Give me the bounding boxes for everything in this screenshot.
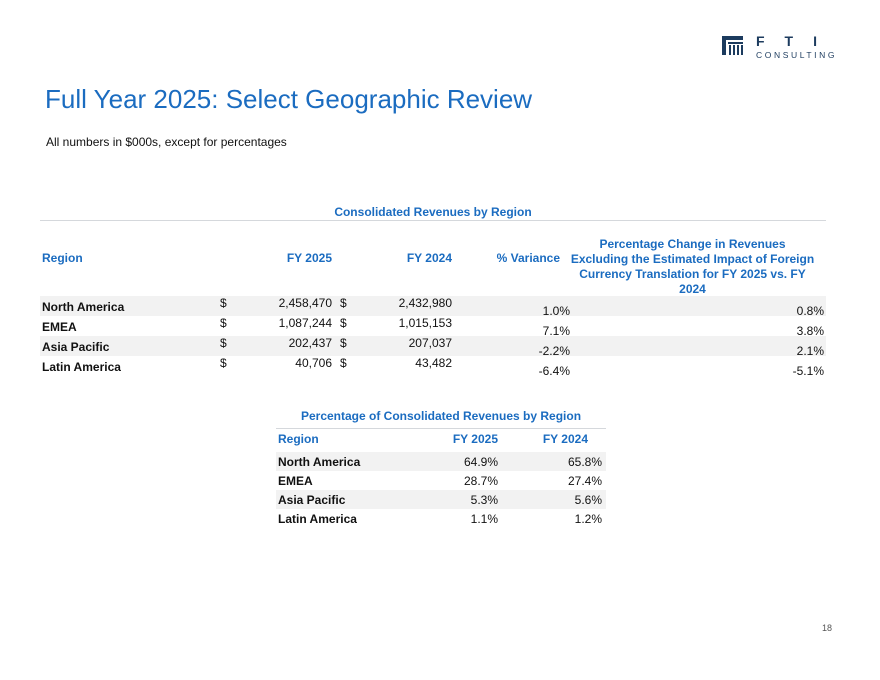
svg-text:FTI: FTI: [756, 33, 837, 49]
page-title: Full Year 2025: Select Geographic Review: [45, 84, 533, 114]
table1-cell-region: North America: [42, 300, 125, 314]
table2-cell-fy2025: 28.7%: [463, 474, 498, 488]
table1-cell-cur2: $: [340, 356, 347, 370]
table1-cell-fy2024: 1,015,153: [398, 316, 452, 330]
table1-divider: [40, 220, 826, 221]
table1-cell-fx: 2.1%: [796, 344, 824, 358]
table1-row: Latin America $40,706 $43,482 -6.4% -5.1%: [40, 356, 826, 378]
table1-cell-cur: $: [220, 356, 227, 370]
table1-header-region: Region: [42, 251, 83, 265]
table1-cell-variance: -6.4%: [538, 364, 570, 378]
table2-cell-region: EMEA: [278, 474, 313, 488]
table2-cell-fy2024: 1.2%: [574, 512, 602, 526]
table2-header-fy2024: FY 2024: [542, 432, 588, 446]
table1-header-variance: % Variance: [496, 251, 560, 265]
table2-divider: [276, 428, 606, 429]
table2-cell-region: Asia Pacific: [278, 493, 346, 507]
table1-cell-fx: -5.1%: [792, 364, 824, 378]
table1-cell-cur: $: [220, 336, 227, 350]
table1-cell-fx: 0.8%: [796, 304, 824, 318]
table1-cell-variance: 7.1%: [542, 324, 570, 338]
table2-title: Percentage of Consolidated Revenues by R…: [300, 409, 582, 423]
table2-row: North America 64.9% 65.8%: [276, 452, 606, 471]
table2-cell-fy2025: 1.1%: [470, 512, 498, 526]
table1-cell-fy2025: 202,437: [288, 336, 332, 350]
table1-header-fy2025: FY 2025: [286, 251, 332, 265]
table1-cell-region: Latin America: [42, 360, 121, 374]
table2-header-region: Region: [278, 432, 319, 446]
table1-cell-fy2024: 43,482: [415, 356, 452, 370]
table2-cell-fy2024: 65.8%: [567, 455, 602, 469]
page-number: 18: [822, 623, 833, 633]
table2-row: EMEA 28.7% 27.4%: [276, 471, 606, 490]
table1-row: EMEA $1,087,244 $1,015,153 7.1% 3.8%: [40, 316, 826, 338]
table1-header-fy2024: FY 2024: [406, 251, 452, 265]
table1-row: Asia Pacific $202,437 $207,037 -2.2% 2.1%: [40, 336, 826, 358]
table1-cell-cur: $: [220, 296, 227, 310]
table1-title: Consolidated Revenues by Region: [334, 205, 532, 219]
table1-header-fx: Percentage Change in Revenues Excluding …: [570, 237, 815, 296]
table2-cell-region: North America: [278, 455, 361, 469]
table2-cell-fy2024: 5.6%: [574, 493, 602, 507]
table1-cell-region: EMEA: [42, 320, 77, 334]
table1-cell-variance: -2.2%: [538, 344, 570, 358]
table1-cell-fy2025: 40,706: [295, 356, 332, 370]
table2-cell-fy2024: 27.4%: [567, 474, 602, 488]
table2-row: Asia Pacific 5.3% 5.6%: [276, 490, 606, 509]
table2-cell-region: Latin America: [278, 512, 357, 526]
table1-cell-fy2025: 2,458,470: [278, 296, 332, 310]
table1-row: North America $2,458,470 $2,432,980 1.0% 0.8…: [40, 296, 826, 318]
table1-cell-fy2025: 1,087,244: [278, 316, 332, 330]
table1-cell-cur2: $: [340, 336, 347, 350]
table1-cell-variance: 1.0%: [542, 304, 570, 318]
table2-row: Latin America 1.1% 1.2%: [276, 509, 606, 528]
table2-cell-fy2025: 5.3%: [470, 493, 498, 507]
table1-cell-cur2: $: [340, 316, 347, 330]
subtitle: All numbers in $000s, except for percent…: [46, 135, 287, 149]
table1-cell-fy2024: 207,037: [408, 336, 452, 350]
table2-cell-fy2025: 64.9%: [463, 455, 498, 469]
table1-cell-cur2: $: [340, 296, 347, 310]
fti-consulting-logo: FTI CONSULTING: [722, 33, 842, 63]
table1-cell-fx: 3.8%: [796, 324, 824, 338]
table1-cell-region: Asia Pacific: [42, 340, 110, 354]
table1-cell-fy2024: 2,432,980: [398, 296, 452, 310]
table1-cell-cur: $: [220, 316, 227, 330]
table2-header-fy2025: FY 2025: [452, 432, 498, 446]
svg-text:CONSULTING: CONSULTING: [756, 50, 837, 60]
